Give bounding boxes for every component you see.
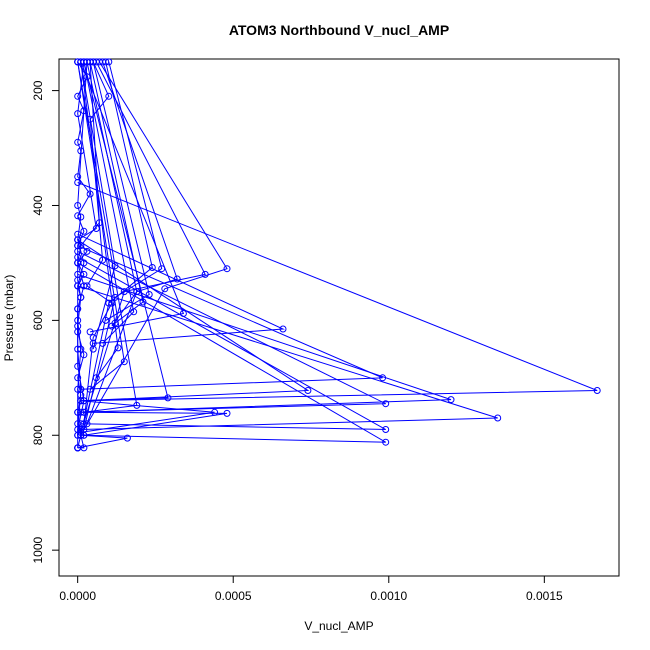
data-point — [74, 58, 82, 66]
data-point — [74, 138, 82, 146]
series-line — [77, 285, 498, 430]
y-tick-label: 200 — [31, 80, 45, 100]
series-line — [77, 434, 128, 449]
plot-frame — [58, 58, 620, 577]
series-line — [77, 245, 383, 390]
data-point — [494, 414, 502, 422]
y-axis-label: Pressure (mbar) — [2, 275, 16, 362]
x-tick-label: 0.0010 — [370, 589, 407, 603]
data-point — [164, 394, 172, 402]
data-point — [74, 420, 82, 428]
series-profile — [74, 420, 88, 452]
series-profile — [74, 230, 287, 347]
data-point — [102, 58, 110, 66]
series-line — [77, 262, 386, 443]
series-line — [77, 182, 598, 402]
series-line — [80, 61, 228, 436]
data-point — [161, 285, 169, 293]
data-point — [382, 438, 390, 446]
data-point — [77, 397, 85, 405]
data-point — [382, 400, 390, 408]
y-tick-label: 800 — [31, 425, 45, 445]
data-point — [89, 339, 97, 347]
data-point — [74, 259, 82, 267]
data-point — [74, 374, 82, 382]
data-point — [74, 110, 82, 118]
data-point — [80, 227, 88, 235]
data-point — [382, 426, 390, 433]
x-tick-label: 0.0005 — [215, 589, 252, 603]
data-point — [77, 408, 85, 416]
data-point — [86, 328, 94, 336]
series-line — [80, 61, 185, 333]
data-point — [130, 308, 138, 316]
data-point — [77, 213, 85, 221]
x-axis-label: V_nucl_AMP — [304, 619, 373, 633]
data-point — [74, 444, 82, 452]
series-line — [80, 61, 119, 379]
data-point — [593, 387, 601, 394]
series-profile — [77, 58, 187, 336]
series-line — [89, 61, 144, 324]
data-point — [74, 92, 82, 100]
series-line — [80, 61, 116, 350]
data-point — [74, 282, 82, 290]
data-point — [123, 434, 131, 442]
series-line — [77, 239, 310, 402]
y-tick-label: 1000 — [31, 536, 45, 563]
series-profile — [74, 282, 502, 433]
series-line — [77, 273, 452, 413]
data-point — [114, 344, 122, 352]
series-line — [83, 61, 135, 344]
series-line — [80, 411, 228, 436]
data-point — [77, 431, 85, 439]
data-point — [120, 358, 128, 366]
data-point — [74, 305, 82, 313]
data-point — [74, 202, 82, 209]
data-point — [77, 385, 85, 393]
y-tick-label: 600 — [31, 310, 45, 330]
data-point — [102, 316, 110, 324]
x-tick-label: 0.0000 — [59, 589, 96, 603]
series-line — [77, 256, 386, 430]
data-point — [105, 92, 113, 100]
x-tick-label: 0.0015 — [526, 589, 563, 603]
series-line — [83, 61, 163, 430]
series-line — [86, 61, 138, 327]
series-line — [80, 400, 215, 433]
series-line — [86, 61, 178, 424]
series-layer — [74, 58, 601, 452]
data-point — [77, 58, 85, 66]
data-point — [74, 345, 82, 353]
series-line — [77, 233, 285, 344]
x-axis: 0.0000 0.0005 0.0010 0.0015 — [59, 575, 563, 603]
data-point — [223, 265, 231, 273]
data-point — [80, 351, 88, 359]
data-point — [447, 396, 455, 404]
series-line — [77, 61, 125, 390]
data-point — [223, 409, 231, 417]
y-tick-label: 400 — [31, 195, 45, 215]
chart-title: ATOM3 Northbound V_nucl_AMP — [229, 22, 449, 38]
series-line — [80, 61, 153, 436]
data-point — [92, 374, 100, 382]
y-axis: 200 400 600 800 1000 — [31, 80, 60, 564]
data-point — [74, 179, 82, 186]
data-point — [304, 387, 312, 394]
data-point — [74, 270, 82, 278]
data-point — [279, 325, 287, 333]
series-profile — [74, 179, 601, 405]
data-point — [99, 256, 107, 264]
